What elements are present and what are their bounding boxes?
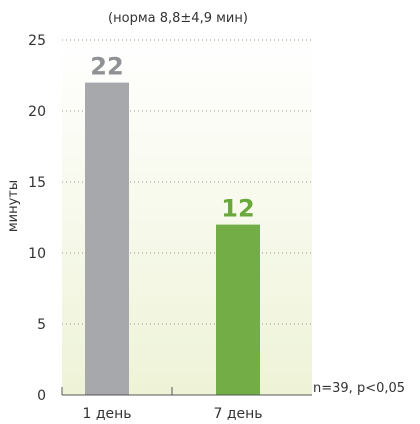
x-category-label: 1 день (82, 406, 131, 422)
axes: 0 5 10 15 20 25 1 день 7 день (28, 33, 312, 422)
y-tick-label: 20 (28, 104, 46, 120)
chart-subtitle: (норма 8,8±4,9 мин) (108, 11, 248, 26)
y-tick-label: 10 (28, 246, 46, 262)
stat-annotation: n=39, p<0,05 (313, 381, 405, 396)
gridlines (62, 39, 312, 325)
bar (216, 224, 260, 395)
bar-value-label: 22 (90, 53, 123, 81)
y-tick-label: 25 (28, 33, 46, 49)
y-axis-label: минуты (6, 180, 21, 232)
bar (85, 82, 129, 395)
bars: 22 12 (85, 53, 260, 395)
y-tick-label: 5 (37, 317, 46, 333)
bar-value-label: 12 (221, 195, 254, 223)
y-tick-label: 0 (37, 388, 46, 404)
x-category-label: 7 день (213, 406, 262, 422)
y-tick-label: 15 (28, 175, 46, 191)
